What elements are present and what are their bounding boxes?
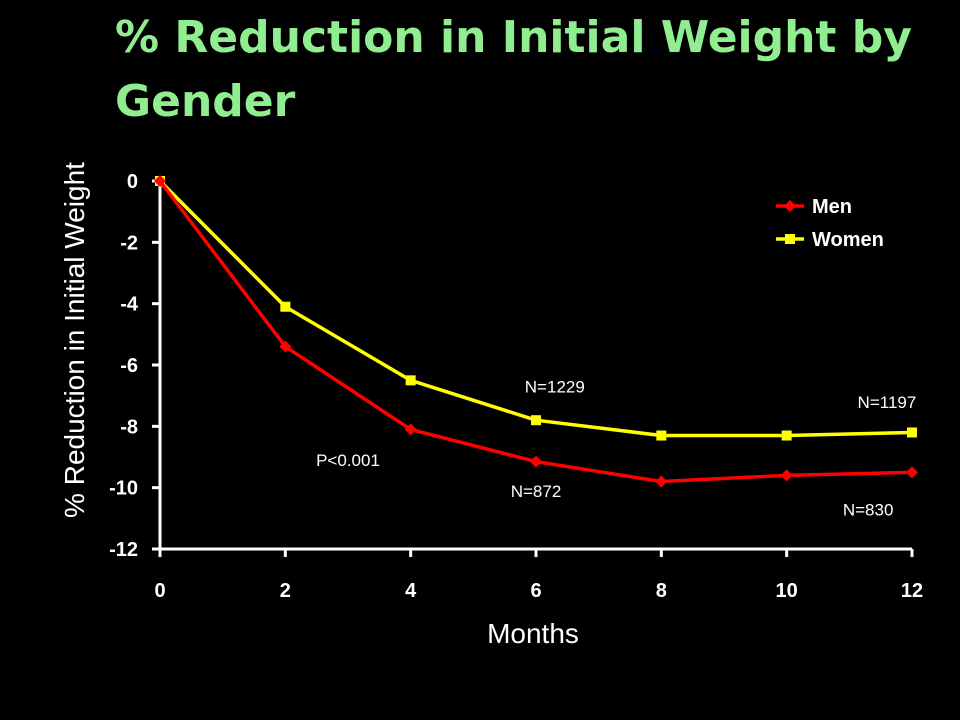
data-point-men [404,423,417,436]
x-tick-label: 2 [280,580,291,602]
data-point-men [530,455,542,468]
data-point-women [656,430,667,441]
y-tick-label: -10 [109,478,138,500]
data-point-women [280,301,291,312]
data-point-women [781,430,792,441]
annotation-label: N=830 [843,500,894,519]
series-line-women [158,179,913,438]
x-tick-label: 0 [154,580,165,602]
annotation-label: N=1197 [858,393,917,412]
data-point-men [655,475,668,488]
legend-item-men: Men [776,196,852,218]
series-women [155,176,917,441]
data-point-men [154,175,166,187]
legend-label-men: Men [812,196,852,218]
data-point-men [780,469,793,482]
y-tick-label: -4 [120,294,139,316]
x-tick-label: 8 [656,580,667,602]
legend-marker-women [785,234,795,244]
series-men [154,175,918,488]
y-tick-label: 0 [127,171,138,193]
series-lines [154,175,918,488]
data-point-men [906,466,918,479]
y-axis-title: % Reduction in Initial Weight [59,162,90,518]
x-tick-label: 12 [901,580,923,602]
legend-label-women: Women [812,229,884,251]
data-point-women [405,375,416,386]
x-tick-label: 4 [405,580,417,602]
axis-ticks: 0 -2 -4 -6 -8 -10 -12 0 2 4 6 8 10 12 [109,171,923,602]
y-tick-label: -12 [109,539,138,561]
y-tick-label: -2 [120,232,138,254]
data-point-women [531,415,541,426]
annotation-label: P<0.001 [316,451,380,470]
x-tick-label: 6 [530,580,541,602]
legend: Men Women [776,196,884,251]
x-tick-label: 10 [776,580,798,602]
annotation-label: N=1229 [525,378,585,397]
y-tick-label: -6 [120,355,138,377]
y-tick-label: -8 [120,416,138,438]
legend-item-women: Women [776,229,884,251]
annotation-label: N=872 [511,482,562,501]
page-title: % Reduction in Initial Weight by Gender [115,12,912,127]
x-axis-title: Months [487,618,579,649]
data-point-women [907,427,917,438]
legend-marker-men [784,200,796,212]
data-point-men [279,340,292,353]
annotations: P<0.001 N=1229 N=872 N=1197 N=830 [316,378,916,520]
